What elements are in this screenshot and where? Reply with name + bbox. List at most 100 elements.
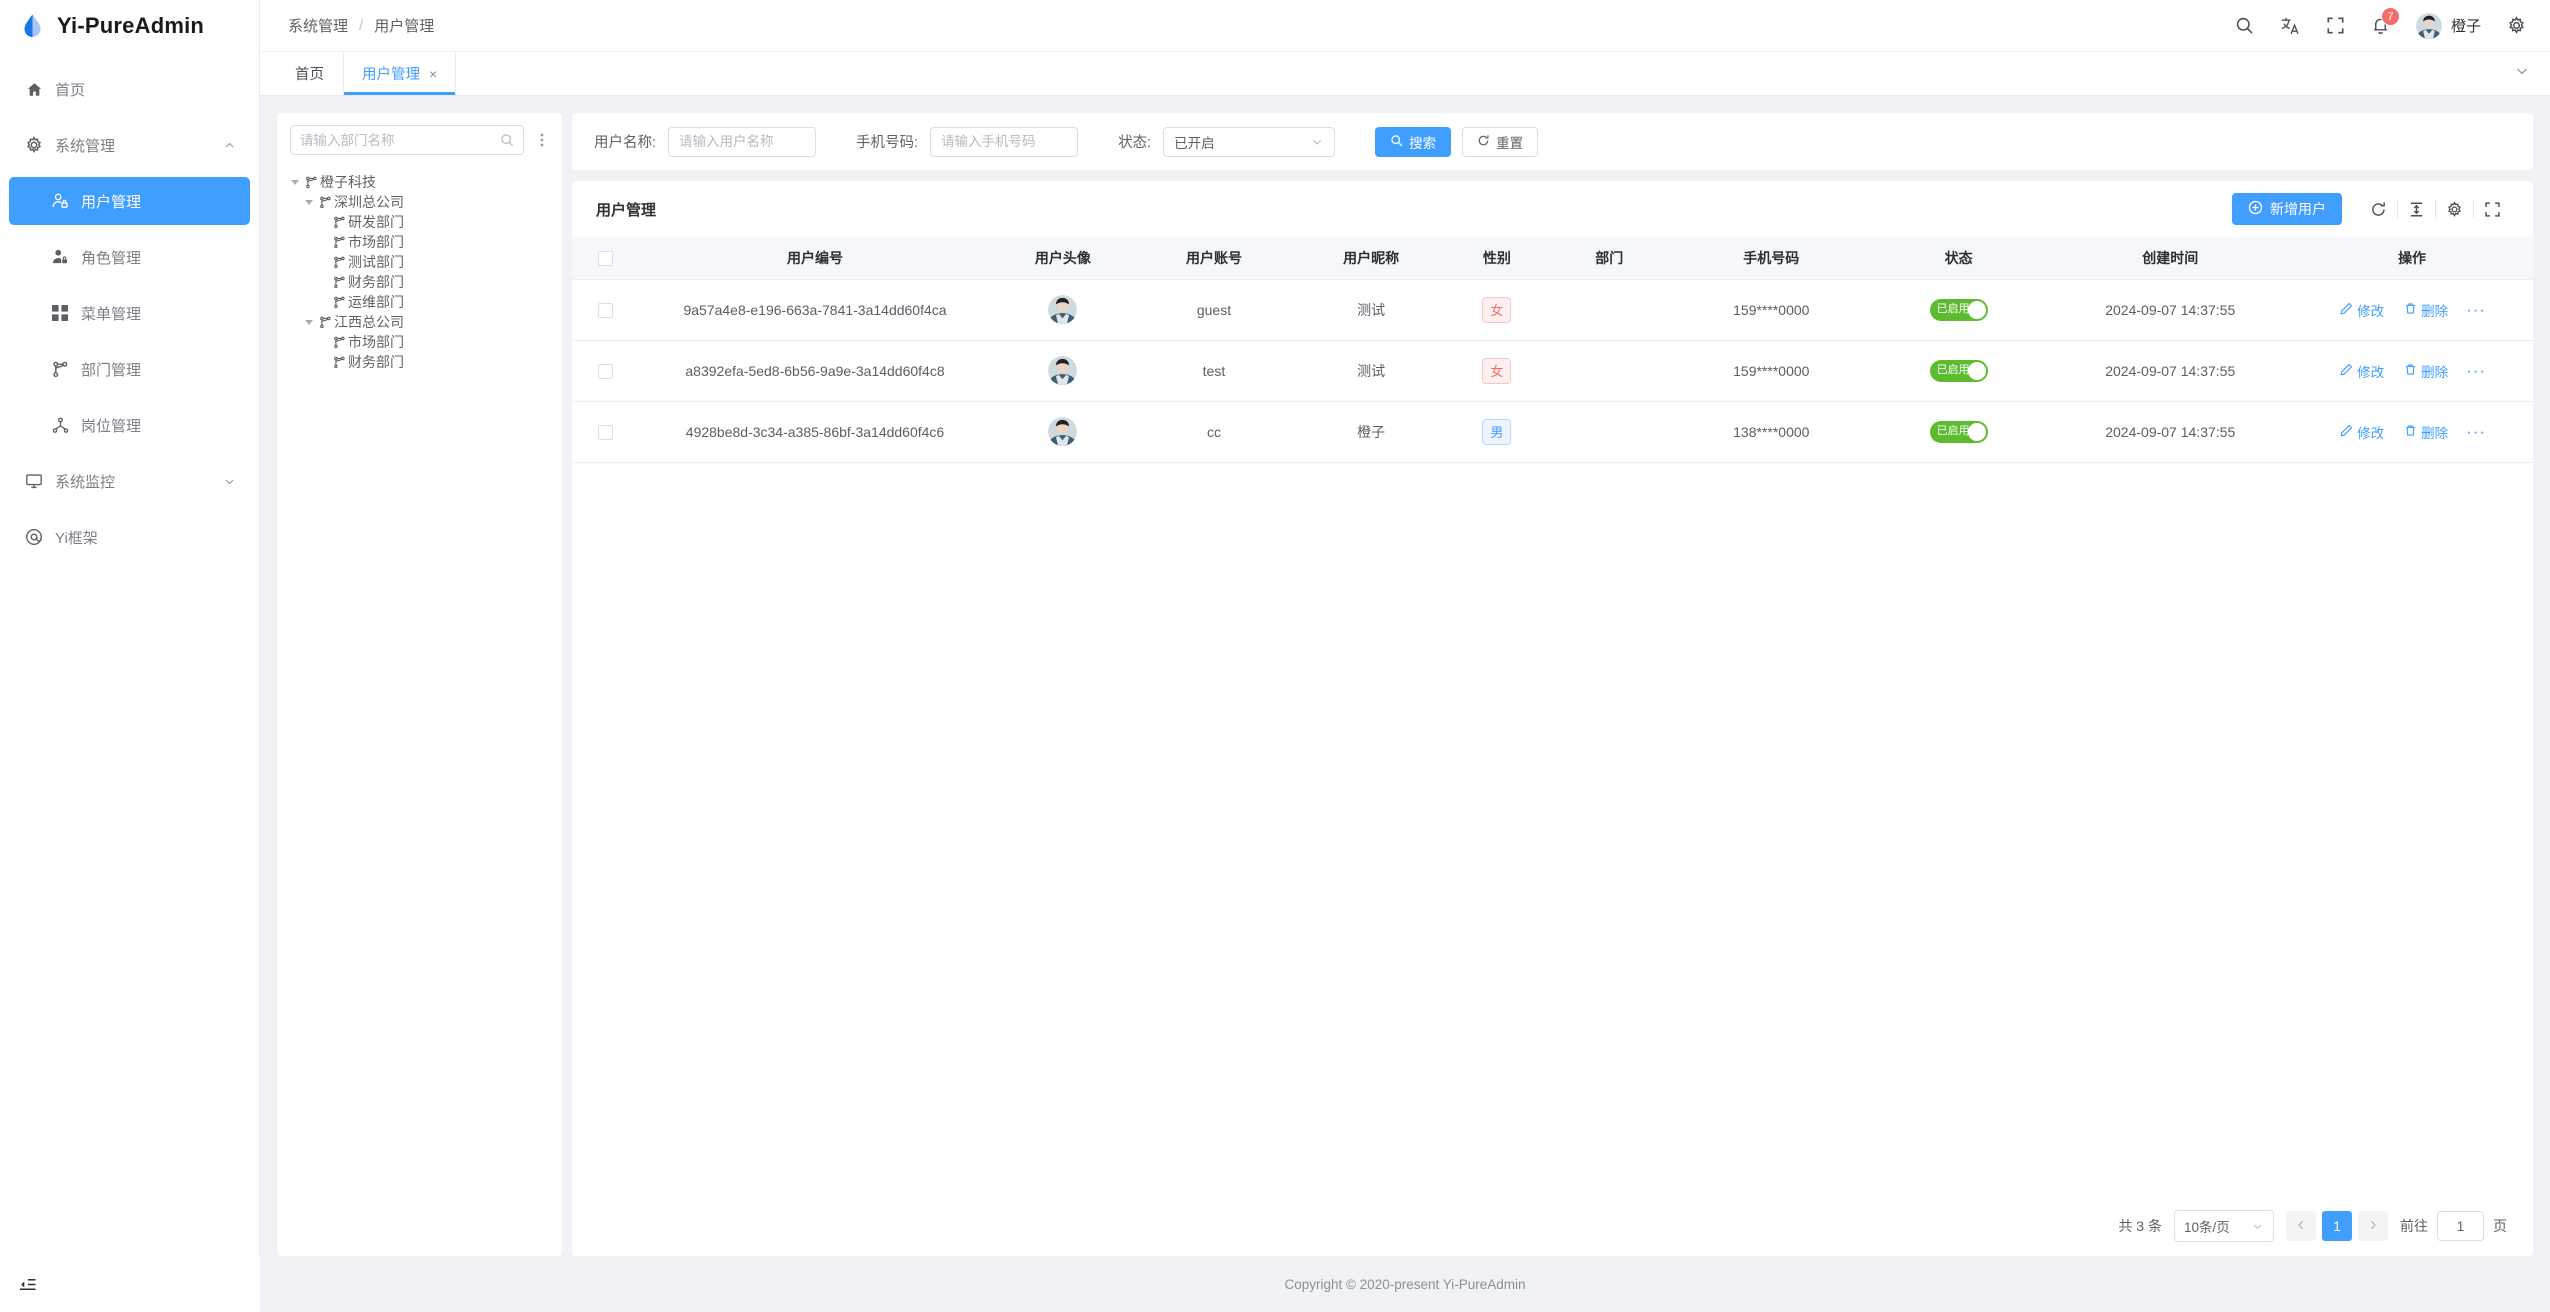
caret-down-icon[interactable] bbox=[285, 177, 305, 187]
more-actions-icon[interactable]: ··· bbox=[2466, 421, 2487, 441]
sidebar-item-menus[interactable]: 菜单管理 bbox=[9, 289, 250, 337]
brand-logo[interactable]: Yi-PureAdmin bbox=[0, 0, 259, 52]
tab-home[interactable]: 首页 bbox=[277, 52, 343, 95]
next-page-button[interactable] bbox=[2358, 1211, 2388, 1241]
sitemap-icon bbox=[333, 216, 346, 229]
sidebar-item-framework[interactable]: Yi框架 bbox=[9, 513, 250, 561]
tree-body: 橙子科技 深圳总公司 bbox=[277, 166, 562, 372]
status-toggle[interactable]: 已启用 bbox=[1929, 359, 1988, 382]
caret-down-icon[interactable] bbox=[299, 317, 319, 327]
col-account: 用户账号 bbox=[1135, 237, 1293, 280]
tree-node-0[interactable]: 橙子科技 bbox=[277, 172, 562, 192]
tabbar-overflow[interactable] bbox=[2514, 52, 2550, 95]
page-size-select[interactable]: 10条/页 bbox=[2174, 1210, 2274, 1242]
tree-node-2[interactable]: 研发部门 bbox=[277, 212, 562, 232]
row-checkbox[interactable] bbox=[598, 302, 614, 318]
cell-phone: 138****0000 bbox=[1674, 401, 1868, 463]
pagination: 共 3 条 10条/页 bbox=[572, 1196, 2533, 1256]
tree-node-7[interactable]: 江西总公司 bbox=[277, 312, 562, 332]
row-checkbox[interactable] bbox=[598, 424, 614, 440]
row-checkbox[interactable] bbox=[598, 363, 614, 379]
username-input[interactable] bbox=[679, 134, 806, 149]
delete-button[interactable]: 删除 bbox=[2394, 361, 2458, 381]
phone-input[interactable] bbox=[941, 134, 1068, 149]
grid-icon bbox=[48, 305, 72, 321]
sidebar-item-positions[interactable]: 岗位管理 bbox=[9, 401, 250, 449]
more-vertical-icon[interactable] bbox=[531, 132, 553, 148]
tree-node-3[interactable]: 市场部门 bbox=[277, 232, 562, 252]
sidebar-item-monitor[interactable]: 系统监控 bbox=[9, 457, 250, 505]
edit-button[interactable]: 修改 bbox=[2330, 361, 2394, 381]
search-button[interactable]: 搜索 bbox=[1375, 126, 1452, 157]
col-avatar: 用户头像 bbox=[990, 237, 1136, 280]
settings-icon[interactable] bbox=[2435, 197, 2473, 221]
sidebar-item-system[interactable]: 系统管理 bbox=[9, 121, 250, 169]
sidebar-item-departments[interactable]: 部门管理 bbox=[9, 345, 250, 393]
fullscreen-icon[interactable] bbox=[2473, 197, 2511, 221]
trash-icon bbox=[2404, 302, 2417, 318]
density-icon[interactable] bbox=[2397, 197, 2435, 221]
tree-node-5[interactable]: 财务部门 bbox=[277, 272, 562, 292]
jump-input[interactable]: 1 bbox=[2437, 1211, 2484, 1241]
search-filter-card: 用户名称: 手机号码: 状态: 已开启 bbox=[572, 113, 2533, 170]
more-actions-icon[interactable]: ··· bbox=[2466, 299, 2487, 319]
edit-button[interactable]: 修改 bbox=[2330, 422, 2394, 442]
sitemap-icon bbox=[305, 176, 318, 189]
caret-down-icon[interactable] bbox=[299, 197, 319, 207]
add-user-button[interactable]: 新增用户 bbox=[2232, 193, 2342, 225]
tree-node-8[interactable]: 市场部门 bbox=[277, 332, 562, 352]
cell-operations: 修改 删除 bbox=[2291, 401, 2533, 463]
user-menu[interactable]: 橙子 bbox=[2415, 12, 2481, 39]
refresh-icon[interactable] bbox=[2359, 197, 2397, 221]
table-row: 4928be8d-3c34-a385-86bf-3a14dd60f4c6 bbox=[572, 401, 2533, 463]
gear-icon[interactable] bbox=[2507, 16, 2526, 35]
username-input-wrap[interactable] bbox=[668, 126, 817, 157]
status-toggle[interactable]: 已启用 bbox=[1929, 420, 1988, 443]
tree-node-label: 江西总公司 bbox=[334, 314, 404, 330]
breadcrumb-item-1[interactable]: 用户管理 bbox=[374, 18, 435, 35]
page-button-1[interactable]: 1 bbox=[2322, 1211, 2352, 1241]
tree-node-9[interactable]: 财务部门 bbox=[277, 352, 562, 372]
reset-button[interactable]: 重置 bbox=[1462, 126, 1539, 157]
cell-phone: 159****0000 bbox=[1674, 340, 1868, 402]
more-actions-icon[interactable]: ··· bbox=[2466, 360, 2487, 380]
tree-node-6[interactable]: 运维部门 bbox=[277, 292, 562, 312]
delete-button[interactable]: 删除 bbox=[2394, 300, 2458, 320]
translate-icon[interactable] bbox=[2280, 16, 2300, 36]
pencil-icon bbox=[2340, 363, 2353, 379]
breadcrumb-item-0[interactable]: 系统管理 bbox=[288, 18, 349, 35]
org-node-icon bbox=[48, 417, 72, 434]
cell-department bbox=[1544, 401, 1675, 463]
table-row: a8392efa-5ed8-6b56-9a9e-3a14dd60f4c8 bbox=[572, 340, 2533, 402]
phone-input-wrap[interactable] bbox=[930, 126, 1079, 157]
menu-fold-icon[interactable] bbox=[18, 1275, 37, 1294]
delete-button[interactable]: 删除 bbox=[2394, 422, 2458, 442]
select-all-checkbox[interactable] bbox=[598, 251, 614, 267]
tree-node-1[interactable]: 深圳总公司 bbox=[277, 192, 562, 212]
jump-suffix: 页 bbox=[2493, 1218, 2507, 1234]
status-select[interactable]: 已开启 bbox=[1163, 126, 1336, 157]
cell-department bbox=[1544, 279, 1675, 341]
dept-search-box[interactable] bbox=[290, 125, 524, 155]
dept-search-input[interactable] bbox=[300, 132, 500, 148]
tab-user-management[interactable]: 用户管理 × bbox=[343, 52, 457, 95]
sidebar-footer bbox=[0, 1256, 260, 1312]
status-toggle[interactable]: 已启用 bbox=[1929, 298, 1988, 321]
edit-button[interactable]: 修改 bbox=[2330, 300, 2394, 320]
search-icon[interactable] bbox=[2235, 16, 2254, 35]
fullscreen-icon[interactable] bbox=[2326, 16, 2345, 35]
prev-page-button[interactable] bbox=[2286, 1211, 2316, 1241]
close-icon[interactable]: × bbox=[429, 65, 438, 82]
gender-tag: 女 bbox=[1482, 296, 1512, 323]
status-label: 已启用 bbox=[1936, 425, 1970, 437]
sidebar-item-users[interactable]: 用户管理 bbox=[9, 177, 250, 225]
user-shield-icon bbox=[48, 248, 72, 266]
sidebar-item-roles[interactable]: 角色管理 bbox=[9, 233, 250, 281]
notification-badge: 7 bbox=[2380, 7, 2400, 26]
col-gender: 性别 bbox=[1449, 237, 1544, 280]
username-label: 用户名称: bbox=[594, 135, 657, 151]
sidebar-item-home[interactable]: 首页 bbox=[9, 65, 250, 113]
tree-node-4[interactable]: 测试部门 bbox=[277, 252, 562, 272]
bell-icon[interactable]: 7 bbox=[2371, 7, 2400, 35]
